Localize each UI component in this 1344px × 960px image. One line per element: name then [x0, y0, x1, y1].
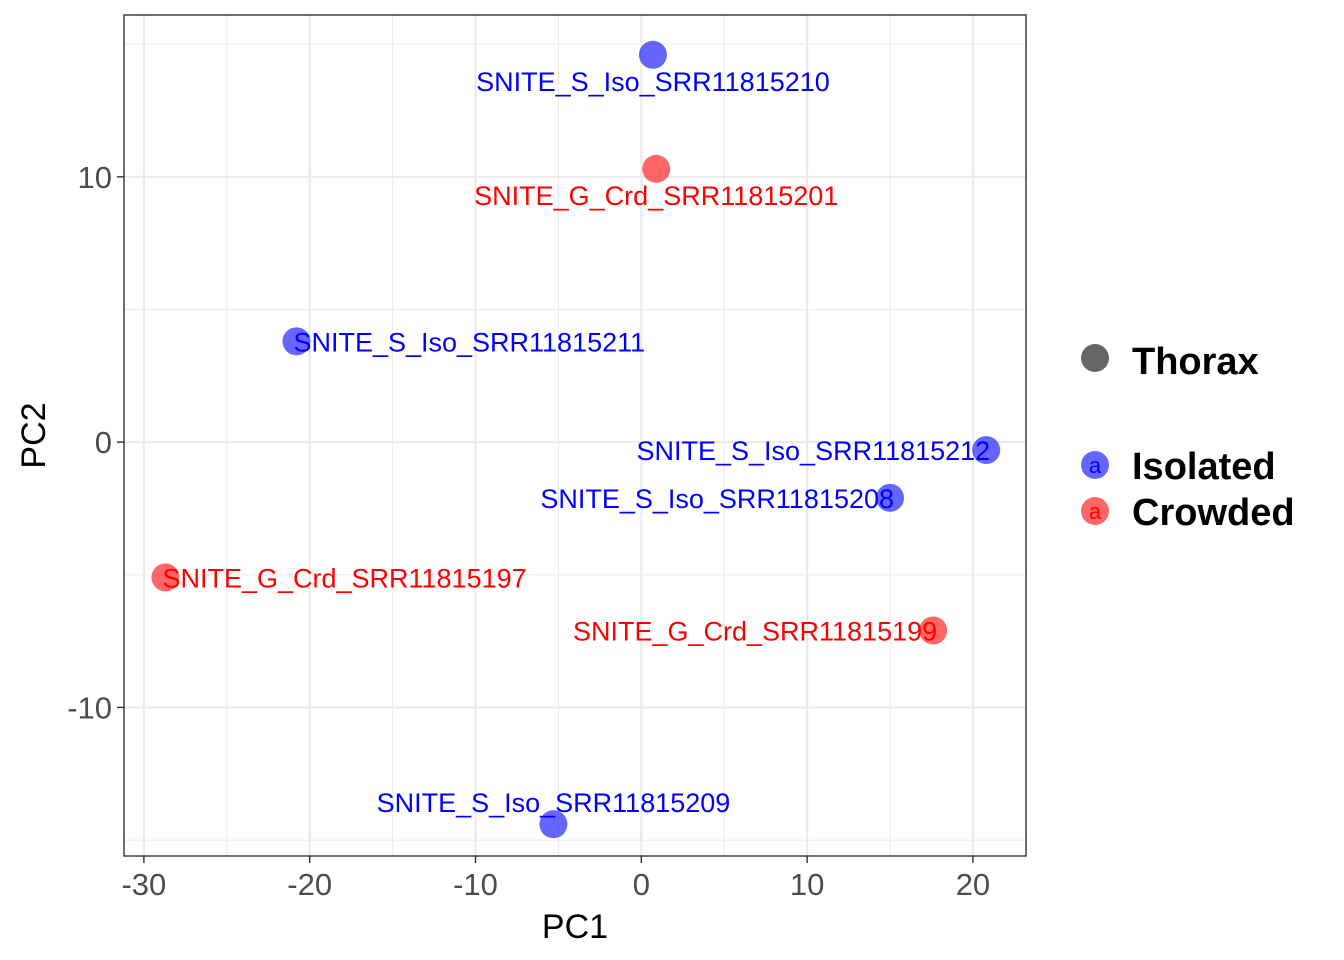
x-axis-title: PC1 [542, 908, 608, 946]
legend-label: Isolated [1132, 446, 1276, 488]
legend-shape-key [1081, 344, 1109, 372]
legend-key-letter: a [1089, 453, 1102, 478]
plot-panel-border [123, 14, 1027, 857]
legend-key [1081, 497, 1109, 525]
x-tick-label: 10 [790, 867, 824, 902]
data-point [876, 483, 905, 512]
data-point [919, 616, 948, 645]
point-label: SNITE_G_Crd_SRR11815201 [474, 181, 838, 211]
x-tick-label: -30 [121, 867, 166, 902]
legend-key-letter: a [1089, 499, 1102, 524]
data-point [151, 563, 180, 592]
legend-color-groups: a Isolated a Crowded [1081, 446, 1295, 534]
data-points [151, 40, 1001, 839]
x-tick-label: 20 [956, 867, 990, 902]
data-point [638, 40, 667, 69]
legend-label: Crowded [1132, 492, 1295, 534]
legend: Thorax a Isolated a Crowded [1081, 341, 1295, 534]
y-axis-title: PC2 [15, 402, 53, 468]
point-label: SNITE_S_Iso_SRR11815210 [476, 67, 830, 97]
point-label: SNITE_S_Iso_SRR11815208 [540, 484, 894, 514]
point-labels: SNITE_S_Iso_SRR11815210 SNITE_G_Crd_SRR11… [162, 67, 990, 818]
data-point [539, 810, 568, 839]
legend-key [1081, 451, 1109, 479]
point-label: SNITE_G_Crd_SRR11815199 [573, 616, 937, 646]
x-axis-ticks: -30 -20 -10 0 10 20 [121, 856, 990, 902]
x-tick-label: -10 [453, 867, 498, 902]
legend-shape-title: Thorax [1132, 341, 1259, 383]
data-point [282, 327, 311, 356]
point-label: SNITE_S_Iso_SRR11815211 [293, 327, 645, 357]
y-tick-label: 10 [78, 160, 112, 195]
y-axis-ticks: -10 0 10 [67, 160, 124, 725]
point-label: SNITE_S_Iso_SRR11815212 [636, 436, 990, 466]
major-gridlines [124, 15, 1026, 856]
point-label: SNITE_G_Crd_SRR11815197 [162, 563, 526, 593]
x-tick-label: 0 [633, 867, 650, 902]
y-tick-label: -10 [67, 690, 112, 725]
minor-gridlines [124, 15, 1026, 856]
y-tick-label: 0 [95, 425, 112, 460]
point-label: SNITE_S_Iso_SRR11815209 [377, 788, 731, 818]
x-tick-label: -20 [287, 867, 332, 902]
data-point [972, 436, 1001, 465]
data-point [642, 154, 671, 183]
